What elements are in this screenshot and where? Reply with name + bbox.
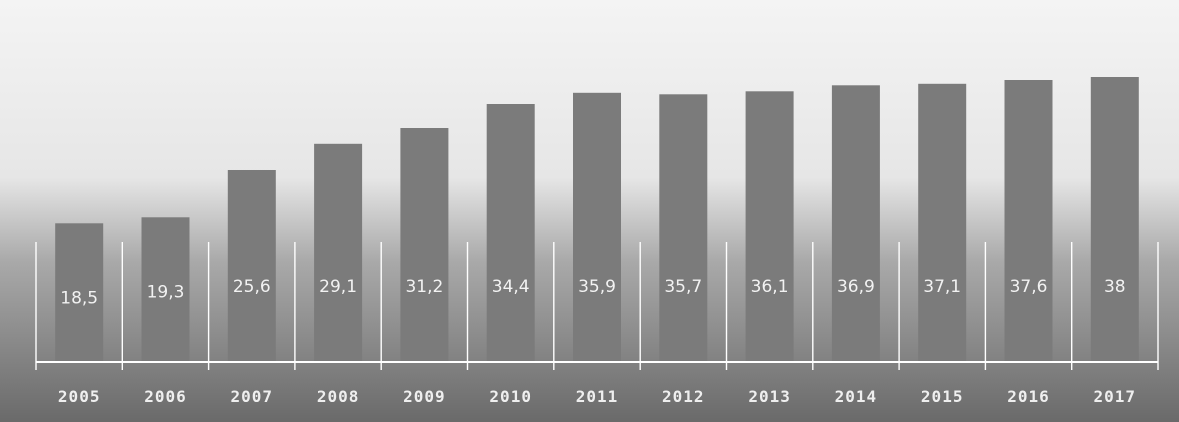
x-axis: 2005 2006 2007 2008 2009 2010 2011 2012 2013 2014… — [35, 242, 1159, 406]
x-tick-label-2013: 2013 — [748, 387, 791, 406]
bars-layer: 18,5 19,3 25,6 29,1 31,2 34,4 35,9 35,7 36,1 36,9… — [55, 77, 1139, 363]
data-label-2017: 38 — [1104, 277, 1126, 297]
data-label-2010: 34,4 — [492, 277, 530, 297]
bar-2011 — [573, 92, 621, 363]
x-tick-label-2011: 2011 — [576, 387, 619, 406]
data-label-2014: 36,9 — [837, 277, 875, 297]
bar-2006 — [141, 217, 190, 363]
data-label-2013: 36,1 — [751, 277, 789, 297]
bar-2014 — [831, 85, 880, 363]
x-tick-label-2010: 2010 — [489, 387, 532, 406]
bar-2005 — [55, 223, 104, 363]
x-tick-label-2017: 2017 — [1094, 387, 1137, 406]
data-label-2005: 18,5 — [60, 288, 98, 308]
bar-2013 — [745, 91, 794, 363]
data-label-2009: 31,2 — [405, 277, 443, 297]
bar-2007 — [227, 170, 276, 362]
data-label-2011: 35,9 — [578, 277, 616, 297]
x-tick-label-2007: 2007 — [231, 387, 274, 406]
data-label-2015: 37,1 — [923, 277, 961, 297]
bar-2017 — [1090, 77, 1139, 362]
x-tick-label-2012: 2012 — [662, 387, 705, 406]
x-tick-label-2008: 2008 — [317, 387, 360, 406]
x-tick-label-2016: 2016 — [1007, 387, 1050, 406]
data-label-2016: 37,6 — [1010, 277, 1048, 297]
bar-2015 — [918, 83, 967, 363]
x-tick-label-2009: 2009 — [403, 387, 446, 406]
bar-2009 — [400, 128, 449, 362]
x-tick-label-2005: 2005 — [58, 387, 101, 406]
data-label-2012: 35,7 — [664, 277, 702, 297]
bar-2008 — [314, 143, 363, 363]
bar-2012 — [659, 94, 708, 363]
x-tick-label-2006: 2006 — [144, 387, 187, 406]
data-label-2006: 19,3 — [147, 282, 185, 302]
bar-2010 — [486, 104, 535, 362]
data-label-2008: 29,1 — [319, 277, 357, 297]
bar-2016 — [1004, 80, 1053, 362]
x-tick-label-2015: 2015 — [921, 387, 964, 406]
data-label-2007: 25,6 — [233, 277, 271, 297]
x-tick-label-2014: 2014 — [835, 387, 878, 406]
